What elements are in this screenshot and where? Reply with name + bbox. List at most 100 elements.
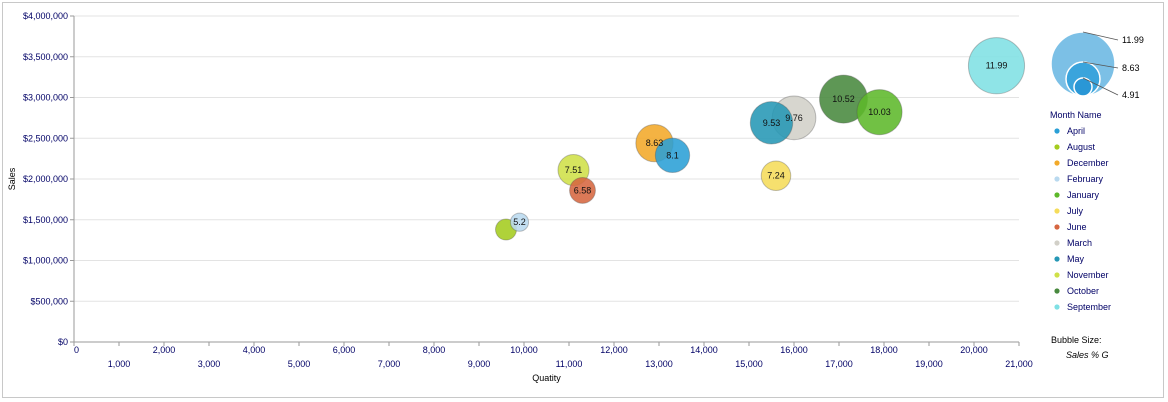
legend-swatch bbox=[1054, 256, 1060, 262]
legend-swatch bbox=[1054, 160, 1060, 166]
x-axis-ticks: 0 1,000 2,000 3,000 4,000 5,000 6,000 7,000 8,00… bbox=[73, 342, 1033, 369]
legend-title: Month Name bbox=[1050, 110, 1102, 120]
size-legend-title: Bubble Size: bbox=[1051, 335, 1102, 345]
bubble-label-november: 7.51 bbox=[565, 165, 583, 175]
bubble-january[interactable] bbox=[856, 89, 903, 136]
legend-swatch bbox=[1054, 304, 1060, 310]
bubble-april[interactable] bbox=[654, 137, 691, 174]
y-tick-label: $2,000,000 bbox=[23, 174, 68, 184]
legend-label: July bbox=[1067, 206, 1084, 216]
legend-swatch bbox=[1054, 208, 1060, 214]
x-tick-label: 8,000 bbox=[423, 345, 446, 355]
bubble-june[interactable] bbox=[569, 176, 596, 204]
bubble-label-october: 10.52 bbox=[832, 94, 855, 104]
color-legend: April August December February January July Ju… bbox=[1054, 126, 1111, 312]
x-tick-label: 9,000 bbox=[468, 359, 491, 369]
bubble-label-december: 8.63 bbox=[646, 138, 664, 148]
x-tick-label: 12,000 bbox=[600, 345, 628, 355]
x-tick-label: 4,000 bbox=[243, 345, 266, 355]
bubble-label-july: 7.24 bbox=[767, 171, 785, 181]
x-tick-label: 19,000 bbox=[915, 359, 943, 369]
y-tick-label: $3,000,000 bbox=[23, 93, 68, 103]
x-tick-label: 20,000 bbox=[960, 345, 988, 355]
legend-label: September bbox=[1067, 302, 1111, 312]
legend-label: November bbox=[1067, 270, 1109, 280]
legend-swatch bbox=[1054, 144, 1060, 150]
x-tick-label: 5,000 bbox=[288, 359, 311, 369]
legend-swatch bbox=[1054, 240, 1060, 246]
x-tick-label: 7,000 bbox=[378, 359, 401, 369]
legend-label: April bbox=[1067, 126, 1085, 136]
y-tick-label: $2,500,000 bbox=[23, 133, 68, 143]
x-tick-label: 10,000 bbox=[510, 345, 538, 355]
size-legend-leader bbox=[1082, 61, 1119, 69]
legend-item-december: December bbox=[1054, 158, 1109, 168]
bubble-label-april: 8.1 bbox=[666, 150, 679, 160]
bubble-label-january: 10.03 bbox=[868, 107, 891, 117]
legend-item-june: June bbox=[1054, 222, 1087, 232]
bubble-label-february: 5.2 bbox=[513, 217, 526, 227]
legend-item-january: January bbox=[1054, 190, 1100, 200]
size-legend-value: 8.63 bbox=[1122, 63, 1140, 73]
x-tick-label: 14,000 bbox=[690, 345, 718, 355]
legend-label: February bbox=[1067, 174, 1104, 184]
x-tick-label: 15,000 bbox=[735, 359, 763, 369]
bubble-february[interactable] bbox=[509, 212, 530, 232]
y-tick-label: $1,500,000 bbox=[23, 215, 68, 225]
size-legend: 11.99 8.63 4.91 bbox=[1050, 31, 1144, 100]
legend-label: August bbox=[1067, 142, 1096, 152]
legend-label: March bbox=[1067, 238, 1092, 248]
x-tick-label: 3,000 bbox=[198, 359, 221, 369]
size-legend-value: 11.99 bbox=[1122, 35, 1144, 45]
legend-swatch bbox=[1054, 176, 1060, 182]
legend-swatch bbox=[1054, 192, 1060, 198]
legend-item-september: September bbox=[1054, 302, 1111, 312]
grid-lines bbox=[74, 15, 1019, 302]
x-tick-label: 17,000 bbox=[825, 359, 853, 369]
legend-item-april: April bbox=[1054, 126, 1085, 136]
legend-label: October bbox=[1067, 286, 1099, 296]
legend-label: January bbox=[1067, 190, 1100, 200]
size-legend-measure: Sales % G bbox=[1066, 350, 1109, 360]
x-tick-label: 1,000 bbox=[108, 359, 131, 369]
legend-item-february: February bbox=[1054, 174, 1104, 184]
legend-item-july: July bbox=[1054, 206, 1084, 216]
y-tick-label: $4,000,000 bbox=[23, 11, 68, 21]
legend-swatch bbox=[1054, 288, 1060, 294]
legend-item-november: November bbox=[1054, 270, 1109, 280]
bubble-september[interactable] bbox=[967, 37, 1026, 95]
x-tick-label: 11,000 bbox=[556, 359, 583, 369]
legend-swatch bbox=[1054, 272, 1060, 278]
legend-item-may: May bbox=[1054, 254, 1085, 264]
y-axis-ticks: $0 $500,000 $1,000,000 $1,500,000 $2,000,000… bbox=[23, 11, 74, 347]
x-tick-label: 21,000 bbox=[1005, 359, 1033, 369]
legend-item-october: October bbox=[1054, 286, 1099, 296]
x-tick-label: 18,000 bbox=[870, 345, 898, 355]
legend-swatch bbox=[1054, 224, 1060, 230]
bubble-label-june: 6.58 bbox=[574, 185, 592, 195]
bubble-july[interactable] bbox=[760, 160, 792, 192]
bubble-label-march: 9.76 bbox=[785, 113, 803, 123]
bubble-label-may: 9.53 bbox=[763, 118, 781, 128]
y-tick-label: $3,500,000 bbox=[23, 52, 68, 62]
x-tick-label: 6,000 bbox=[333, 345, 356, 355]
legend-label: May bbox=[1067, 254, 1085, 264]
bubbles: 8.18.63 5.2 10.03 7.24 6.58 9.76 9.53 7.51 10.52… bbox=[495, 37, 1026, 241]
x-tick-label: 2,000 bbox=[153, 345, 176, 355]
x-tick-label: 16,000 bbox=[780, 345, 808, 355]
bubble-may[interactable] bbox=[749, 101, 794, 145]
legend-label: December bbox=[1067, 158, 1109, 168]
size-legend-leader bbox=[1082, 31, 1119, 41]
legend-swatch bbox=[1054, 128, 1060, 134]
legend-item-august: August bbox=[1054, 142, 1096, 152]
y-axis-title: Sales bbox=[7, 167, 17, 190]
x-tick-label: 13,000 bbox=[645, 359, 673, 369]
size-legend-leader bbox=[1082, 77, 1119, 96]
y-tick-label: $0 bbox=[58, 337, 68, 347]
y-tick-label: $1,000,000 bbox=[23, 256, 68, 266]
y-tick-label: $500,000 bbox=[30, 296, 68, 306]
x-tick-label: 0 bbox=[74, 345, 79, 355]
size-legend-value: 4.91 bbox=[1122, 90, 1140, 100]
legend-label: June bbox=[1067, 222, 1087, 232]
